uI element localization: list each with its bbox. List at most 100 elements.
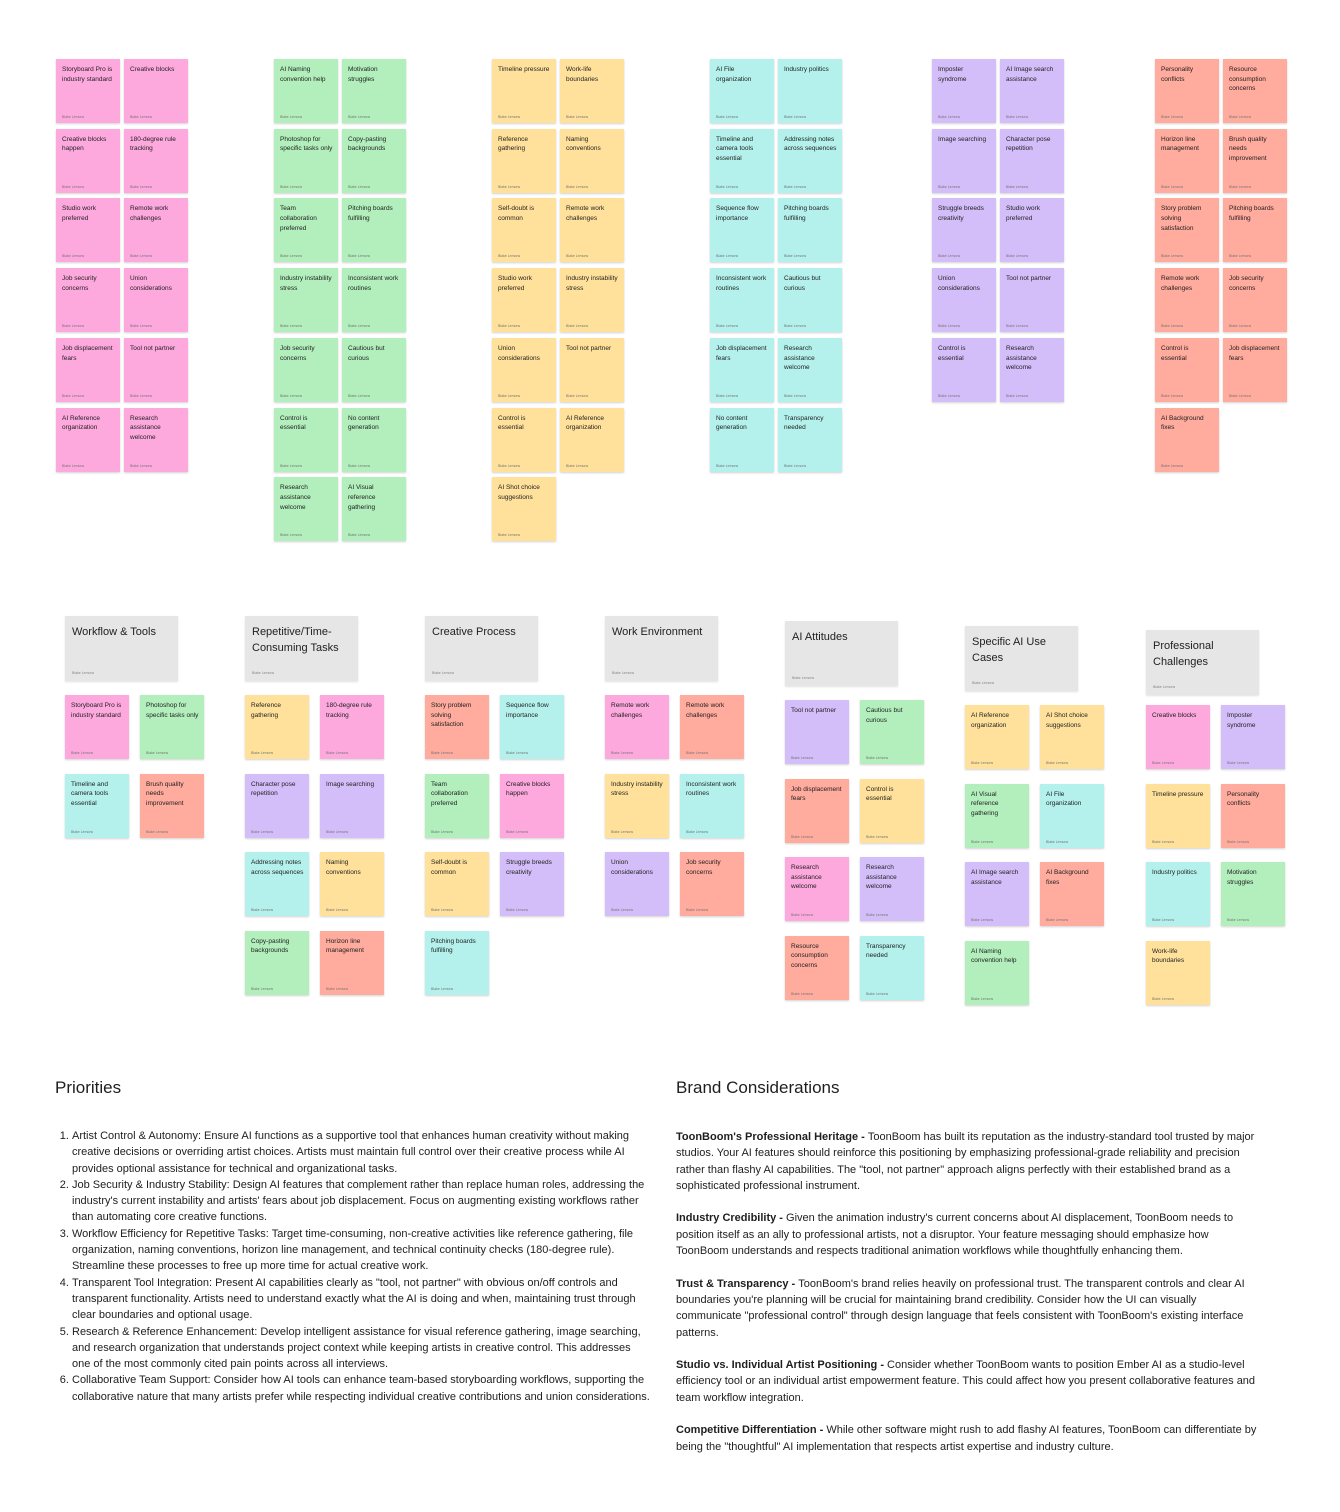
sticky-note[interactable]: AI Background fixes Blake Lemons bbox=[1155, 407, 1219, 472]
sticky-note[interactable]: AI Reference organization Blake Lemons bbox=[560, 407, 624, 472]
sticky-note[interactable]: AI Visual reference gathering Blake Lemon… bbox=[965, 783, 1029, 848]
sticky-note[interactable]: Timeline pressure Blake Lemons bbox=[1146, 783, 1210, 848]
category-header[interactable]: Specific AI Use Cases Blake Lemons bbox=[965, 626, 1078, 691]
sticky-note[interactable]: Horizon line management Blake Lemons bbox=[1155, 128, 1219, 193]
sticky-note[interactable]: Cautious but curious Blake Lemons bbox=[342, 337, 406, 402]
sticky-note[interactable]: Control is essential Blake Lemons bbox=[932, 337, 996, 402]
sticky-note[interactable]: Job security concerns Blake Lemons bbox=[56, 268, 120, 333]
sticky-note[interactable]: AI Naming convention help Blake Lemons bbox=[274, 59, 338, 123]
sticky-note[interactable]: Inconsistent work routines Blake Lemons bbox=[342, 268, 406, 333]
sticky-note[interactable]: Photoshop for specific tasks only Blake L… bbox=[140, 695, 204, 759]
sticky-note[interactable]: Union considerations Blake Lemons bbox=[124, 268, 188, 333]
category-header[interactable]: Repetitive/Time-Consuming Tasks Blake Lem… bbox=[245, 616, 358, 681]
sticky-note[interactable]: Transparency needed Blake Lemons bbox=[860, 935, 924, 1000]
sticky-note[interactable]: Imposter syndrome Blake Lemons bbox=[1221, 705, 1285, 769]
sticky-note[interactable]: Job displacement fears Blake Lemons bbox=[785, 778, 849, 843]
sticky-note[interactable]: Tool not partner Blake Lemons bbox=[560, 337, 624, 402]
sticky-note[interactable]: Timeline and camera tools essential Blake… bbox=[710, 128, 774, 193]
category-header[interactable]: Workflow & Tools Blake Lemons bbox=[65, 616, 178, 681]
sticky-note[interactable]: 180-degree rule tracking Blake Lemons bbox=[320, 695, 384, 759]
sticky-note[interactable]: Addressing notes across sequences Blake L… bbox=[245, 852, 309, 916]
sticky-note[interactable]: Control is essential Blake Lemons bbox=[492, 407, 556, 472]
sticky-note[interactable]: Addressing notes across sequences Blake L… bbox=[778, 128, 842, 193]
sticky-note[interactable]: Remote work challenges Blake Lemons bbox=[680, 695, 744, 759]
sticky-note[interactable]: Industry instability stress Blake Lemons bbox=[560, 268, 624, 333]
sticky-note[interactable]: Creative blocks Blake Lemons bbox=[124, 59, 188, 123]
sticky-note[interactable]: No content generation Blake Lemons bbox=[342, 407, 406, 472]
sticky-note[interactable]: Pitching boards fulfilling Blake Lemons bbox=[342, 198, 406, 263]
category-header[interactable]: Professional Challenges Blake Lemons bbox=[1146, 630, 1259, 695]
sticky-note[interactable]: Imposter syndrome Blake Lemons bbox=[932, 59, 996, 123]
sticky-note[interactable]: Industry politics Blake Lemons bbox=[778, 59, 842, 123]
sticky-note[interactable]: Studio work preferred Blake Lemons bbox=[492, 268, 556, 333]
sticky-note[interactable]: Creative blocks Blake Lemons bbox=[1146, 705, 1210, 769]
sticky-note[interactable]: Personality conflicts Blake Lemons bbox=[1221, 783, 1285, 848]
sticky-note[interactable]: Photoshop for specific tasks only Blake L… bbox=[274, 128, 338, 193]
sticky-note[interactable]: Job security concerns Blake Lemons bbox=[274, 337, 338, 402]
sticky-note[interactable]: Remote work challenges Blake Lemons bbox=[1155, 268, 1219, 333]
sticky-note[interactable]: Pitching boards fulfilling Blake Lemons bbox=[425, 930, 489, 995]
sticky-note[interactable]: Union considerations Blake Lemons bbox=[492, 337, 556, 402]
sticky-note[interactable]: Creative blocks happen Blake Lemons bbox=[500, 773, 564, 838]
sticky-note[interactable]: AI Shot choice suggestions Blake Lemons bbox=[492, 477, 556, 542]
sticky-note[interactable]: AI File organization Blake Lemons bbox=[1040, 783, 1104, 848]
sticky-note[interactable]: Brush quality needs improvement Blake Lem… bbox=[1223, 128, 1287, 193]
sticky-note[interactable]: Cautious but curious Blake Lemons bbox=[778, 268, 842, 333]
sticky-note[interactable]: Story problem solving satisfaction Blake … bbox=[425, 695, 489, 759]
sticky-note[interactable]: Control is essential Blake Lemons bbox=[860, 778, 924, 843]
sticky-note[interactable]: Research assistance welcome Blake Lemons bbox=[860, 857, 924, 921]
sticky-note[interactable]: Self-doubt is common Blake Lemons bbox=[425, 852, 489, 916]
sticky-note[interactable]: Remote work challenges Blake Lemons bbox=[605, 695, 669, 759]
sticky-note[interactable]: Image searching Blake Lemons bbox=[320, 773, 384, 838]
sticky-note[interactable]: Studio work preferred Blake Lemons bbox=[56, 198, 120, 263]
sticky-note[interactable]: Union considerations Blake Lemons bbox=[605, 852, 669, 916]
sticky-note[interactable]: Job displacement fears Blake Lemons bbox=[1223, 337, 1287, 402]
sticky-note[interactable]: Resource consumption concerns Blake Lemon… bbox=[785, 935, 849, 1000]
sticky-note[interactable]: Naming conventions Blake Lemons bbox=[560, 128, 624, 193]
sticky-note[interactable]: Inconsistent work routines Blake Lemons bbox=[680, 773, 744, 838]
sticky-note[interactable]: Storyboard Pro is industry standard Blake… bbox=[65, 695, 129, 759]
sticky-note[interactable]: Team collaboration preferred Blake Lemons bbox=[425, 773, 489, 838]
sticky-note[interactable]: Control is essential Blake Lemons bbox=[274, 407, 338, 472]
sticky-note[interactable]: Industry instability stress Blake Lemons bbox=[274, 268, 338, 333]
sticky-note[interactable]: AI Naming convention help Blake Lemons bbox=[965, 940, 1029, 1005]
sticky-note[interactable]: Timeline and camera tools essential Blake… bbox=[65, 773, 129, 838]
sticky-note[interactable]: Job displacement fears Blake Lemons bbox=[56, 337, 120, 402]
sticky-note[interactable]: Horizon line management Blake Lemons bbox=[320, 930, 384, 995]
sticky-note[interactable]: Job security concerns Blake Lemons bbox=[1223, 268, 1287, 333]
sticky-note[interactable]: Pitching boards fulfilling Blake Lemons bbox=[1223, 198, 1287, 263]
sticky-note[interactable]: Job displacement fears Blake Lemons bbox=[710, 337, 774, 402]
sticky-note[interactable]: AI Visual reference gathering Blake Lemon… bbox=[342, 477, 406, 542]
sticky-note[interactable]: Character pose repetition Blake Lemons bbox=[1000, 128, 1064, 193]
sticky-note[interactable]: Remote work challenges Blake Lemons bbox=[560, 198, 624, 263]
sticky-note[interactable]: Motivation struggles Blake Lemons bbox=[1221, 862, 1285, 926]
sticky-note[interactable]: AI Background fixes Blake Lemons bbox=[1040, 862, 1104, 926]
sticky-note[interactable]: Motivation struggles Blake Lemons bbox=[342, 59, 406, 123]
sticky-note[interactable]: Research assistance welcome Blake Lemons bbox=[785, 857, 849, 921]
sticky-note[interactable]: Transparency needed Blake Lemons bbox=[778, 407, 842, 472]
sticky-note[interactable]: Naming conventions Blake Lemons bbox=[320, 852, 384, 916]
sticky-note[interactable]: Research assistance welcome Blake Lemons bbox=[274, 477, 338, 542]
sticky-note[interactable]: Work-life boundaries Blake Lemons bbox=[560, 59, 624, 123]
category-header[interactable]: AI Attitudes Blake Lemons bbox=[785, 621, 898, 686]
sticky-note[interactable]: Cautious but curious Blake Lemons bbox=[860, 700, 924, 764]
sticky-note[interactable]: Storyboard Pro is industry standard Blake… bbox=[56, 59, 120, 123]
sticky-note[interactable]: Work-life boundaries Blake Lemons bbox=[1146, 940, 1210, 1005]
sticky-note[interactable]: Copy-pasting backgrounds Blake Lemons bbox=[342, 128, 406, 193]
sticky-note[interactable]: Personality conflicts Blake Lemons bbox=[1155, 59, 1219, 123]
sticky-note[interactable]: Union considerations Blake Lemons bbox=[932, 268, 996, 333]
sticky-note[interactable]: Research assistance welcome Blake Lemons bbox=[778, 337, 842, 402]
sticky-note[interactable]: Tool not partner Blake Lemons bbox=[124, 337, 188, 402]
sticky-note[interactable]: AI Image search assistance Blake Lemons bbox=[965, 862, 1029, 926]
sticky-note[interactable]: Timeline pressure Blake Lemons bbox=[492, 59, 556, 123]
sticky-note[interactable]: Job security concerns Blake Lemons bbox=[680, 852, 744, 916]
sticky-note[interactable]: Inconsistent work routines Blake Lemons bbox=[710, 268, 774, 333]
sticky-note[interactable]: Resource consumption concerns Blake Lemon… bbox=[1223, 59, 1287, 123]
category-header[interactable]: Creative Process Blake Lemons bbox=[425, 616, 538, 681]
sticky-note[interactable]: Remote work challenges Blake Lemons bbox=[124, 198, 188, 263]
sticky-note[interactable]: Brush quality needs improvement Blake Lem… bbox=[140, 773, 204, 838]
sticky-note[interactable]: Sequence flow importance Blake Lemons bbox=[500, 695, 564, 759]
sticky-note[interactable]: AI Shot choice suggestions Blake Lemons bbox=[1040, 705, 1104, 769]
sticky-note[interactable]: Struggle breeds creativity Blake Lemons bbox=[932, 198, 996, 263]
sticky-note[interactable]: Studio work preferred Blake Lemons bbox=[1000, 198, 1064, 263]
